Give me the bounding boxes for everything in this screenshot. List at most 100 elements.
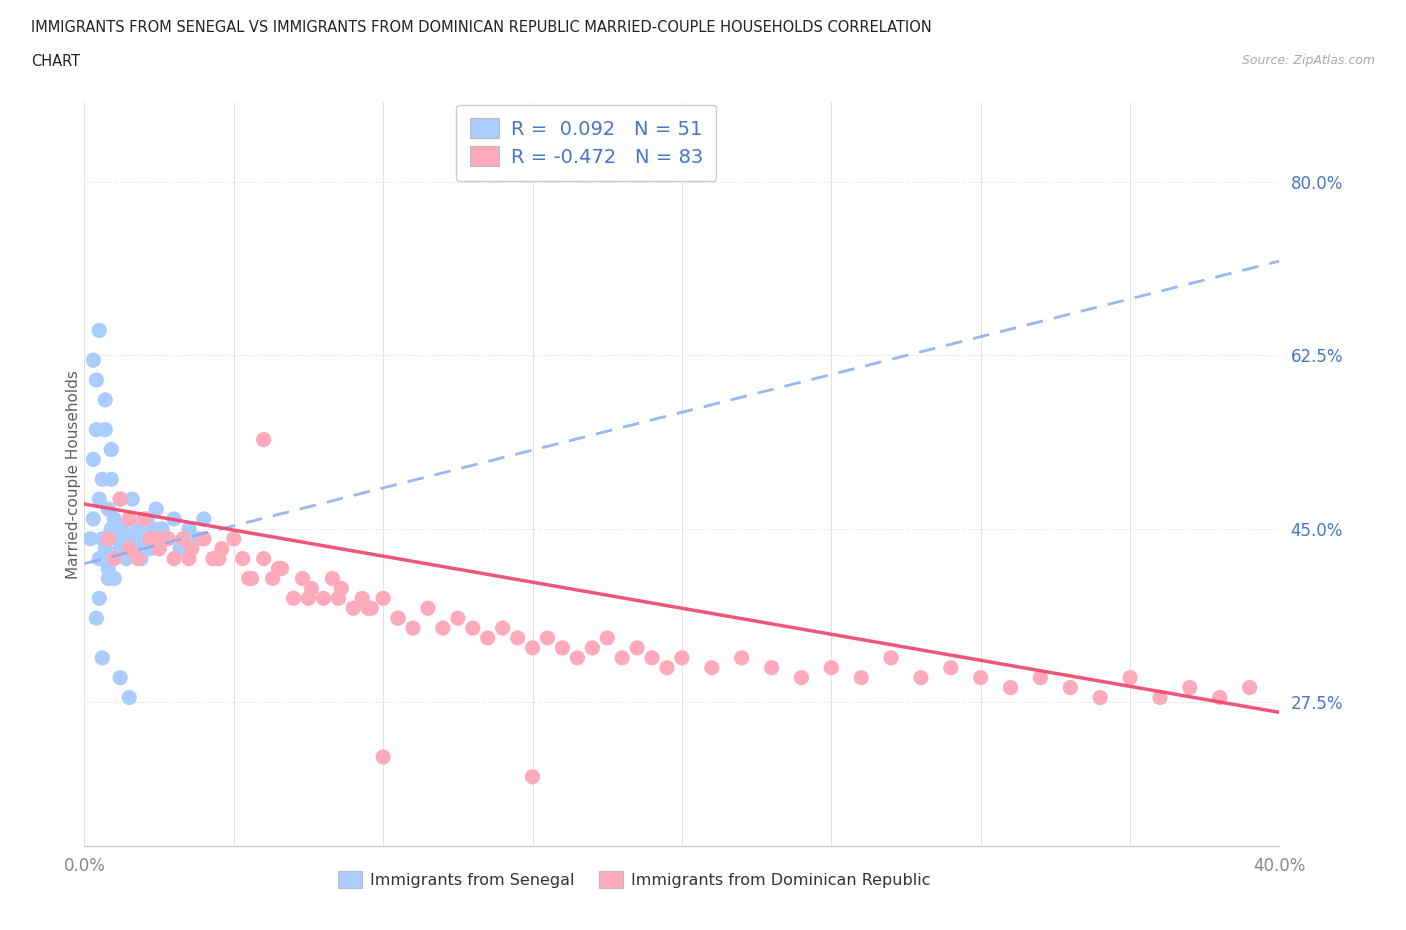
Point xyxy=(89,323,111,338)
Point xyxy=(86,373,108,388)
Point xyxy=(112,522,135,537)
Point xyxy=(222,531,245,546)
Point xyxy=(94,422,117,437)
Point xyxy=(447,611,470,626)
Point xyxy=(492,620,515,635)
Point xyxy=(1000,680,1022,695)
Point xyxy=(150,522,173,537)
Point xyxy=(142,522,165,537)
Point xyxy=(655,660,678,675)
Point xyxy=(97,501,120,516)
Point xyxy=(596,631,619,645)
Point xyxy=(416,601,439,616)
Point xyxy=(121,492,143,507)
Point xyxy=(100,472,122,486)
Point xyxy=(297,591,319,605)
Point xyxy=(312,591,335,605)
Point xyxy=(148,541,170,556)
Point xyxy=(581,641,603,656)
Point xyxy=(86,422,108,437)
Point xyxy=(402,620,425,635)
Point xyxy=(1178,680,1201,695)
Point xyxy=(148,541,170,556)
Point xyxy=(373,750,395,764)
Point xyxy=(211,541,233,556)
Point xyxy=(89,492,111,507)
Point xyxy=(103,571,125,586)
Point xyxy=(118,512,141,526)
Point xyxy=(790,671,813,685)
Point xyxy=(330,581,353,596)
Point xyxy=(536,631,558,645)
Point xyxy=(477,631,499,645)
Point xyxy=(851,671,873,685)
Point xyxy=(172,531,194,546)
Text: IMMIGRANTS FROM SENEGAL VS IMMIGRANTS FROM DOMINICAN REPUBLIC MARRIED-COUPLE HOU: IMMIGRANTS FROM SENEGAL VS IMMIGRANTS FR… xyxy=(31,20,932,35)
Point xyxy=(115,551,138,566)
Point xyxy=(357,601,380,616)
Point xyxy=(110,492,132,507)
Point xyxy=(94,541,117,556)
Point xyxy=(110,671,132,685)
Point xyxy=(352,591,374,605)
Point xyxy=(328,591,350,605)
Point xyxy=(301,581,323,596)
Point xyxy=(461,620,484,635)
Point xyxy=(127,522,149,537)
Point xyxy=(127,551,149,566)
Point xyxy=(240,571,263,586)
Point xyxy=(232,551,254,566)
Point xyxy=(187,531,209,546)
Point xyxy=(321,571,343,586)
Point xyxy=(193,531,215,546)
Point xyxy=(82,352,104,367)
Point xyxy=(820,660,842,675)
Text: Source: ZipAtlas.com: Source: ZipAtlas.com xyxy=(1241,54,1375,67)
Point xyxy=(100,522,122,537)
Point xyxy=(253,551,276,566)
Point xyxy=(910,671,932,685)
Point xyxy=(157,531,180,546)
Point xyxy=(193,512,215,526)
Point xyxy=(360,601,382,616)
Point xyxy=(124,541,146,556)
Point xyxy=(342,601,364,616)
Point xyxy=(238,571,260,586)
Point xyxy=(157,531,180,546)
Point xyxy=(671,650,693,665)
Y-axis label: Married-couple Households: Married-couple Households xyxy=(66,370,80,578)
Point xyxy=(97,531,120,546)
Point xyxy=(91,472,114,486)
Point xyxy=(551,641,574,656)
Point xyxy=(731,650,754,665)
Point xyxy=(79,531,101,546)
Point xyxy=(1209,690,1232,705)
Point xyxy=(253,432,276,447)
Point xyxy=(387,611,409,626)
Point xyxy=(89,591,111,605)
Text: CHART: CHART xyxy=(31,54,80,69)
Point xyxy=(97,571,120,586)
Point xyxy=(100,442,122,457)
Point xyxy=(432,620,454,635)
Point xyxy=(761,660,783,675)
Point xyxy=(612,650,634,665)
Point xyxy=(970,671,993,685)
Point xyxy=(163,551,186,566)
Point xyxy=(1090,690,1112,705)
Point xyxy=(118,512,141,526)
Point xyxy=(267,561,290,576)
Point xyxy=(291,571,314,586)
Point xyxy=(105,531,128,546)
Point xyxy=(373,591,395,605)
Point xyxy=(522,641,544,656)
Point xyxy=(522,769,544,784)
Point xyxy=(86,611,108,626)
Point xyxy=(939,660,962,675)
Point xyxy=(82,512,104,526)
Point xyxy=(880,650,903,665)
Point xyxy=(1029,671,1052,685)
Point xyxy=(201,551,224,566)
Point xyxy=(626,641,648,656)
Point xyxy=(567,650,589,665)
